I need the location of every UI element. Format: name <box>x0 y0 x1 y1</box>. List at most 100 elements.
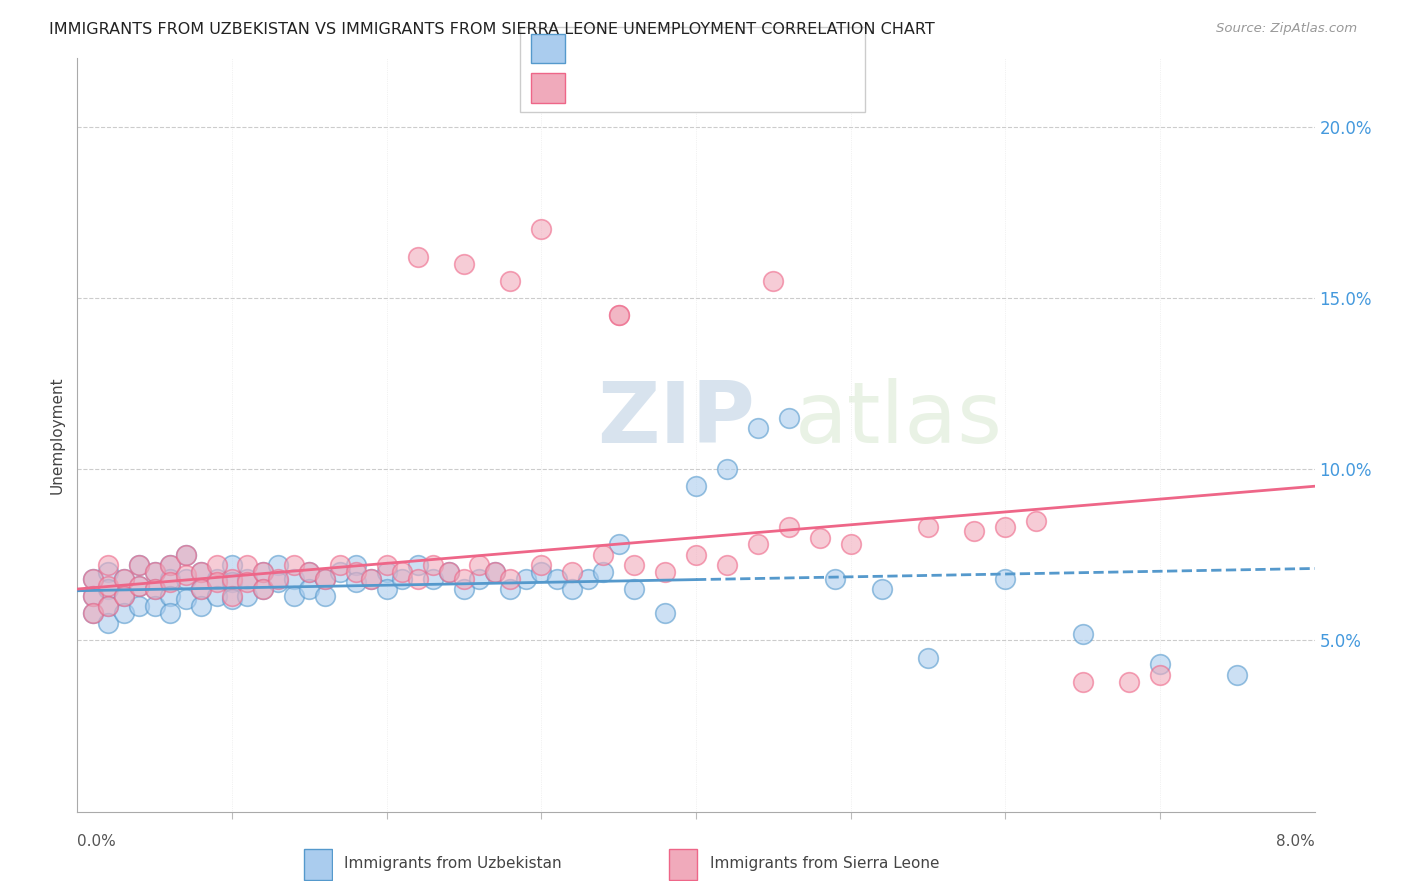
Point <box>298 582 321 596</box>
Point <box>314 572 336 586</box>
Point <box>329 565 352 579</box>
Point <box>530 222 553 236</box>
Point <box>143 582 166 596</box>
Point <box>174 572 197 586</box>
Point <box>128 578 150 592</box>
Point <box>654 565 676 579</box>
Point <box>1226 667 1249 681</box>
Point <box>252 565 274 579</box>
Point <box>1149 657 1171 672</box>
FancyBboxPatch shape <box>520 27 865 112</box>
Point <box>283 589 305 603</box>
Point <box>112 606 135 620</box>
Point <box>453 582 475 596</box>
Point <box>468 558 491 572</box>
Point <box>298 565 321 579</box>
Point <box>128 558 150 572</box>
Point <box>607 308 630 322</box>
Y-axis label: Unemployment: Unemployment <box>49 376 65 493</box>
Point <box>437 565 460 579</box>
FancyBboxPatch shape <box>669 849 697 880</box>
Point <box>221 589 243 603</box>
Point <box>82 606 104 620</box>
Point <box>1071 626 1094 640</box>
Text: Immigrants from Uzbekistan: Immigrants from Uzbekistan <box>344 856 562 871</box>
Point <box>546 572 568 586</box>
Point <box>159 558 181 572</box>
Point <box>82 606 104 620</box>
Point <box>221 575 243 590</box>
Point <box>917 520 939 534</box>
Point <box>128 578 150 592</box>
Point <box>344 575 367 590</box>
Point <box>499 582 522 596</box>
Point <box>143 582 166 596</box>
Point <box>422 572 444 586</box>
Point <box>375 558 398 572</box>
Point <box>314 572 336 586</box>
Text: 0.0%: 0.0% <box>77 834 117 849</box>
Point <box>963 524 986 538</box>
Point <box>515 572 537 586</box>
Point <box>190 565 212 579</box>
Point <box>1149 667 1171 681</box>
Point <box>143 599 166 614</box>
Point <box>97 558 120 572</box>
Point <box>360 572 382 586</box>
Point <box>82 572 104 586</box>
Point <box>607 308 630 322</box>
Point <box>747 421 769 435</box>
Point <box>97 578 120 592</box>
Point <box>190 582 212 596</box>
Point <box>329 558 352 572</box>
Point <box>716 558 738 572</box>
Point <box>824 572 846 586</box>
Point <box>174 548 197 562</box>
Point <box>870 582 893 596</box>
Point <box>406 572 429 586</box>
Point <box>1071 674 1094 689</box>
Point <box>128 599 150 614</box>
Point <box>499 572 522 586</box>
Point <box>236 589 259 603</box>
Point <box>128 558 150 572</box>
Point <box>205 558 228 572</box>
FancyBboxPatch shape <box>530 34 565 63</box>
Point <box>97 599 120 614</box>
Point <box>174 592 197 607</box>
Point <box>252 582 274 596</box>
Point <box>143 565 166 579</box>
Point <box>143 565 166 579</box>
Point <box>205 575 228 590</box>
Point <box>252 582 274 596</box>
Point <box>159 558 181 572</box>
Point <box>159 572 181 586</box>
FancyBboxPatch shape <box>304 849 332 880</box>
Point <box>221 572 243 586</box>
Point <box>747 537 769 551</box>
Point <box>607 537 630 551</box>
Point <box>205 572 228 586</box>
Point <box>159 589 181 603</box>
Point <box>283 572 305 586</box>
Point <box>344 558 367 572</box>
Point <box>236 575 259 590</box>
Point <box>97 616 120 631</box>
Point <box>406 250 429 264</box>
Point <box>530 565 553 579</box>
Point <box>484 565 506 579</box>
Point <box>252 565 274 579</box>
Point <box>82 572 104 586</box>
Point <box>917 650 939 665</box>
Point <box>375 565 398 579</box>
Point <box>422 558 444 572</box>
Point <box>221 558 243 572</box>
Point <box>623 582 645 596</box>
Text: R =: R = <box>581 78 620 96</box>
Point <box>267 572 290 586</box>
Point <box>778 410 800 425</box>
Text: N = 68: N = 68 <box>727 78 794 96</box>
Point <box>468 572 491 586</box>
Point <box>344 565 367 579</box>
Text: 8.0%: 8.0% <box>1275 834 1315 849</box>
